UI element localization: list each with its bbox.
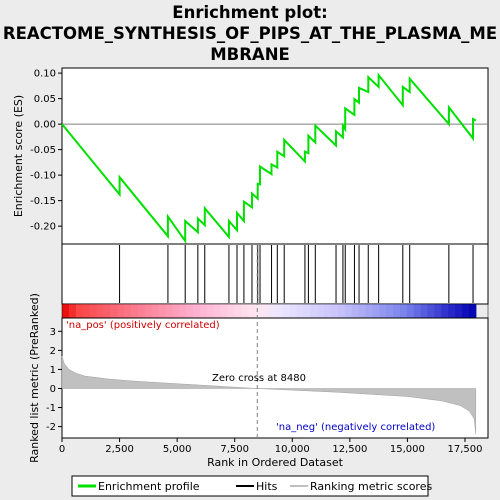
es-y-axis-label: Enrichment score (ES) [12,95,25,217]
color-bar-segment [269,304,276,318]
color-bar-segment [96,304,103,318]
pos-correlated-label: 'na_pos' (positively correlated) [66,320,220,331]
es-y-tick-label: 0.10 [34,69,56,80]
legend-label: Ranking metric scores [310,480,432,493]
metric-y-tick-label: -1 [46,403,56,414]
color-bar-segment [359,304,366,318]
rank-color-bar [62,304,488,318]
color-bar-segment [352,304,359,318]
color-bar-segment [428,304,435,318]
color-bar-segment [372,304,379,318]
color-bar-segment [152,304,159,318]
color-bar-segment [179,304,186,318]
color-bar-segment [186,304,193,318]
color-bar-segment [296,304,303,318]
es-y-tick-label: -0.20 [30,222,56,233]
color-bar-segment [110,304,117,318]
color-bar-segment [241,304,248,318]
color-bar-segment [290,304,297,318]
color-bar-segment [317,304,324,318]
color-bar-segment [393,304,400,318]
color-bar-segment [159,304,166,318]
color-bar-segment [414,304,421,318]
x-tick-label: 12,500 [332,444,367,455]
color-bar-segment [228,304,235,318]
color-bar-segment [90,304,97,318]
color-bar-segment [145,304,152,318]
color-bar-segment [165,304,172,318]
zero-cross-label: Zero cross at 8480 [212,373,306,384]
color-bar-segment [62,304,69,318]
color-bar-segment [379,304,386,318]
color-bar-segment [324,304,331,318]
color-bar-segment [338,304,345,318]
color-bar-segment [345,304,352,318]
legend-label: Enrichment profile [98,480,200,493]
color-bar-segment [262,304,269,318]
chart-title-line-3: MBRANE [210,45,290,64]
color-bar-segment [131,304,138,318]
color-bar-segment [117,304,124,318]
metric-y-tick-label: 3 [50,327,56,338]
legend-label: Hits [256,480,278,493]
color-bar-segment [83,304,90,318]
color-bar-segment [248,304,255,318]
color-bar-segment [172,304,179,318]
x-tick-label: 7,500 [220,444,249,455]
color-bar-segment [303,304,310,318]
color-bar-segment [434,304,441,318]
color-bar-segment [455,304,462,318]
color-bar-segment [207,304,214,318]
color-bar-segment [76,304,83,318]
metric-y-tick-label: 2 [50,346,56,357]
color-bar-segment [283,304,290,318]
color-bar-segment [214,304,221,318]
legend-item-ranking-metric: Ranking metric scores [290,480,432,493]
color-bar-segment [365,304,372,318]
color-bar-segment [310,304,317,318]
metric-y-tick-label: 0 [50,384,56,395]
x-tick-label: 0 [59,444,65,455]
x-tick-label: 10,000 [275,444,310,455]
color-bar-segment [448,304,455,318]
metric-y-tick-label: 1 [50,365,56,376]
x-tick-label: 15,000 [390,444,425,455]
color-bar-segment [221,304,228,318]
color-bar-segment [276,304,283,318]
es-y-tick-label: -0.15 [30,196,56,207]
color-bar-segment [69,304,76,318]
metric-y-axis-label: Ranked list metric (PreRanked) [28,293,41,463]
color-bar-segment [255,304,262,318]
color-bar-segment [462,304,469,318]
color-bar-segment [200,304,207,318]
color-bar-segment [400,304,407,318]
color-bar-segment [138,304,145,318]
hits-panel [62,244,488,304]
color-bar-segment [407,304,414,318]
metric-y-tick-label: -2 [46,422,56,433]
color-bar-segment [193,304,200,318]
color-bar-segment [386,304,393,318]
color-bar-segment [421,304,428,318]
chart-title-line-2: REACTOME_SYNTHESIS_OF_PIPS_AT_THE_PLASMA… [3,24,497,43]
es-y-tick-label: -0.10 [30,171,56,182]
chart-title-line-1: Enrichment plot: [172,3,327,22]
x-tick-label: 5,000 [163,444,192,455]
color-bar-segment [124,304,131,318]
color-bar-segment [331,304,338,318]
color-bar-segment [441,304,448,318]
color-bar-segment [103,304,110,318]
x-tick-label: 17,500 [447,444,482,455]
x-tick-label: 2,500 [105,444,134,455]
neg-correlated-label: 'na_neg' (negatively correlated) [276,422,435,433]
es-y-tick-label: 0.05 [34,94,56,105]
x-axis-label: Rank in Ordered Dataset [207,456,344,469]
es-y-tick-label: -0.05 [30,145,56,156]
es-y-tick-label: 0.00 [34,120,56,131]
color-bar-segment [234,304,241,318]
color-bar-segment [469,304,476,318]
